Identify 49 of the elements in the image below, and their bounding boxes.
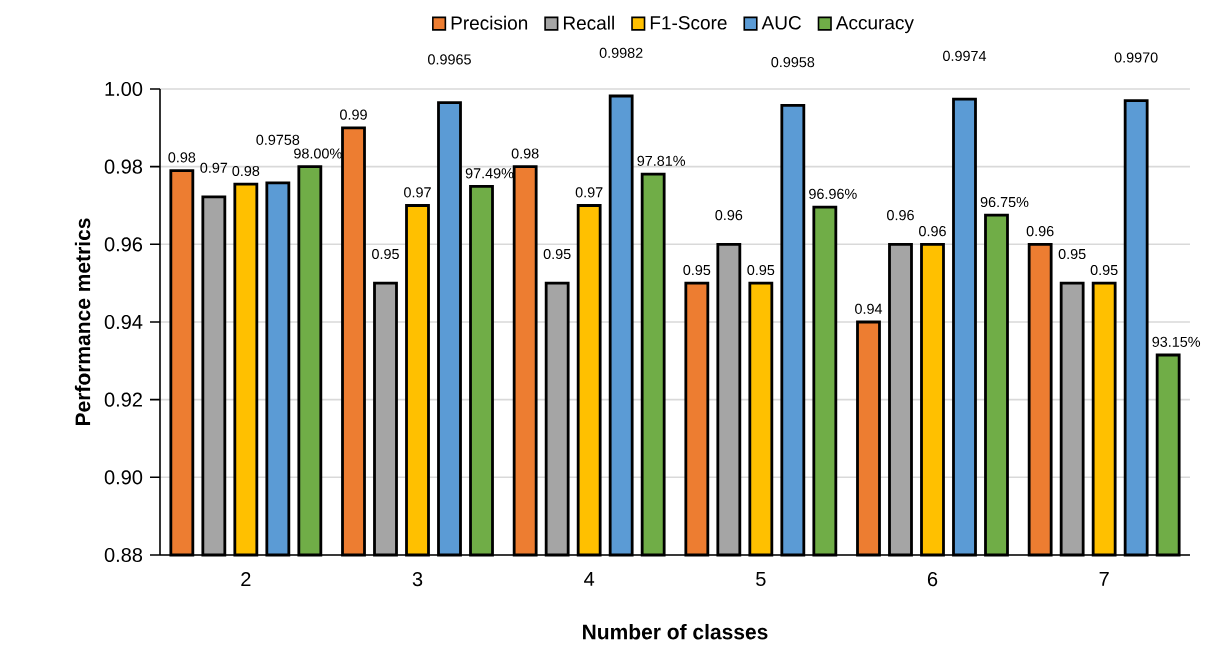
y-axis-title: Performance metrics [74,218,91,426]
data-label: 0.95 [1058,248,1086,260]
data-label: 0.95 [747,264,775,276]
x-tick-label: 6 [927,572,938,587]
data-label: 97.81% [637,155,686,166]
data-label: 0.9982 [599,47,643,58]
data-label: 0.95 [372,248,399,260]
y-tick-label: 0.96 [104,237,143,252]
data-label: 0.9974 [943,50,987,61]
y-tick-label: 0.90 [104,470,143,485]
x-tick-label: 2 [241,572,251,587]
data-label: 0.98 [232,165,260,177]
data-label: 0.97 [404,187,431,198]
y-tick-label: 1.00 [105,81,143,97]
data-label: 0.95 [1090,264,1118,276]
data-label: 0.96 [887,210,914,221]
data-label: 97.49% [465,168,514,179]
data-label: 0.98 [168,152,196,163]
legend-label: AUC [761,16,801,30]
x-axis-title: Number of classes [583,623,768,640]
y-tick-label: 0.92 [104,392,142,407]
data-label: 0.9958 [771,57,815,68]
data-label: 0.97 [575,187,603,198]
x-tick-label: 7 [1099,572,1109,586]
data-label: 0.94 [855,303,883,314]
legend-label: Precision [451,15,528,30]
y-tick-label: 0.94 [104,314,143,330]
x-tick-label: 5 [756,572,766,586]
data-label: 0.96 [715,210,743,221]
y-tick-label: 0.88 [104,547,143,563]
data-label: 96.96% [809,188,857,199]
x-tick-label: 4 [584,572,595,586]
data-label: 0.98 [511,148,539,159]
data-label: 0.9758 [256,134,300,145]
legend-label: Recall [563,15,614,30]
data-label: 0.96 [919,226,946,237]
data-label: 0.95 [683,264,711,276]
legend-label: Accuracy [835,16,914,34]
x-tick-label: 3 [412,572,423,587]
data-label: 96.75% [980,196,1029,208]
legend-label: F1-Score [650,16,727,30]
data-label: 0.97 [200,162,228,173]
data-label: 0.95 [543,248,571,260]
y-tick-label: 0.98 [104,159,143,174]
data-label: 93.15% [1152,336,1201,347]
data-label: 0.9965 [428,54,471,65]
data-label: 0.99 [340,109,367,120]
data-label: 0.9970 [1114,52,1158,63]
data-label: 0.96 [1026,226,1054,237]
